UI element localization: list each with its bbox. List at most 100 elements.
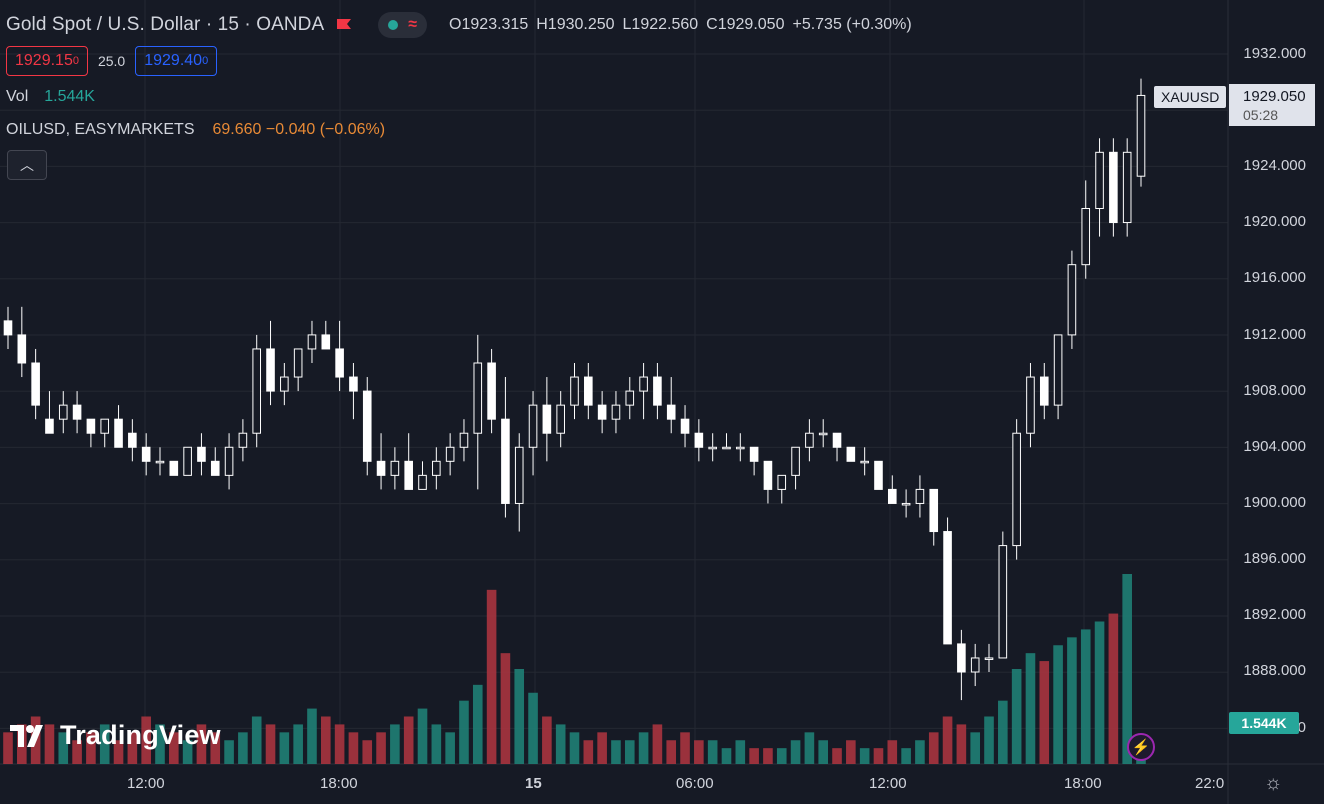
- volume-bar: [569, 732, 580, 764]
- candle: [570, 363, 579, 420]
- volume-bar: [224, 740, 234, 764]
- candle: [970, 643, 980, 687]
- bar-countdown: 05:28: [1243, 107, 1279, 123]
- volume-bar: [472, 684, 483, 764]
- sell-button[interactable]: 1929.15 0: [6, 46, 88, 76]
- candle: [611, 391, 621, 434]
- symbol-tag: XAUUSD: [1154, 86, 1227, 108]
- candle: [307, 320, 317, 363]
- volume-bar: [624, 740, 635, 764]
- candle: [901, 489, 911, 518]
- candle: [501, 377, 510, 518]
- candle: [542, 377, 552, 462]
- symbol-title[interactable]: Gold Spot / U.S. Dollar · 15 · OANDA: [6, 14, 325, 35]
- market-status-pill[interactable]: ≈: [378, 12, 428, 38]
- volume-bar: [500, 653, 511, 764]
- candle: [169, 460, 179, 476]
- volume-bar: [417, 708, 428, 764]
- volume-bar: [928, 732, 939, 764]
- open-value: O1923.315: [449, 16, 529, 33]
- candle: [376, 433, 386, 490]
- volume-bar: [3, 732, 13, 764]
- candle: [957, 629, 966, 701]
- candle: [597, 391, 607, 434]
- volume-bar: [279, 732, 290, 764]
- candle: [708, 433, 717, 462]
- volume-bar: [528, 692, 538, 764]
- volume-bar: [1108, 613, 1119, 764]
- last-price-value: 1929.050: [1243, 88, 1306, 105]
- volume-bar: [1122, 574, 1132, 764]
- price-tick-label: 1900.000: [1243, 494, 1306, 511]
- candle: [791, 446, 800, 490]
- candle: [1053, 334, 1063, 420]
- candle: [335, 320, 344, 392]
- tradingview-logo[interactable]: TradingView: [10, 720, 221, 751]
- volume-bar: [1011, 669, 1022, 764]
- candle: [1122, 138, 1132, 237]
- volume-bar: [113, 740, 124, 764]
- time-label: 18:00: [1064, 775, 1102, 792]
- chevron-up-icon: ︿: [20, 157, 34, 173]
- volume-bar: [431, 724, 442, 764]
- ohlc-values: O1923.315 H1930.250 L1922.560 C1929.050 …: [449, 16, 912, 34]
- volume-bar: [72, 740, 82, 764]
- volume-bar: [459, 700, 469, 764]
- candle: [984, 643, 994, 672]
- settings-gear-icon[interactable]: ☼: [1264, 772, 1283, 794]
- candle: [805, 419, 814, 462]
- candle: [943, 517, 952, 645]
- candle: [763, 460, 773, 504]
- volume-bar: [915, 740, 925, 764]
- market-open-dot-icon: [388, 20, 399, 30]
- volume-bar: [44, 724, 55, 764]
- volume-bar: [486, 589, 497, 764]
- volume-bar: [776, 748, 787, 764]
- candle: [141, 433, 151, 476]
- candle: [128, 419, 137, 462]
- buy-price-small: 0: [202, 55, 209, 67]
- last-price-label: 1929.050 05:28: [1229, 84, 1315, 126]
- candle: [556, 391, 565, 448]
- buy-button[interactable]: 1929.40 0: [135, 46, 218, 76]
- volume-bar: [638, 732, 649, 764]
- flag-icon[interactable]: [336, 18, 352, 32]
- candle: [432, 447, 441, 490]
- volume-bar: [182, 740, 193, 764]
- candle: [777, 474, 787, 504]
- candle: [915, 475, 925, 518]
- volume-bar: [58, 732, 69, 764]
- volume-bar: [583, 740, 594, 764]
- volume-bar: [901, 748, 911, 764]
- sell-price: 1929.15: [15, 52, 73, 69]
- price-tick-label: 1924.000: [1243, 157, 1306, 174]
- candle: [86, 418, 96, 448]
- compare-legend[interactable]: OILUSD, EASYMARKETS 69.660 −0.040 (−0.06…: [6, 121, 385, 139]
- volume-bar: [790, 740, 801, 764]
- volume-bar: [334, 724, 345, 764]
- candle: [722, 433, 731, 450]
- candle: [459, 419, 469, 462]
- volume-bar: [196, 724, 207, 764]
- change-value: +5.735 (+0.30%): [792, 16, 912, 33]
- price-tick-label: 1920.000: [1243, 213, 1306, 230]
- volume-bar: [846, 740, 856, 764]
- volume-bar: [998, 700, 1008, 764]
- candle: [31, 348, 40, 420]
- volume-bar: [763, 748, 773, 764]
- candle: [473, 334, 483, 490]
- candle: [1012, 419, 1021, 560]
- collapse-legend-button[interactable]: ︿: [7, 150, 47, 180]
- bolt-button[interactable]: ⚡: [1127, 733, 1155, 761]
- volume-bar: [970, 732, 980, 764]
- time-label: 12:00: [127, 775, 165, 792]
- price-tick-label: 1896.000: [1243, 550, 1306, 567]
- volume-bar: [348, 732, 359, 764]
- volume-legend[interactable]: Vol 1.544K: [6, 88, 95, 106]
- price-tick-label: 1904.000: [1243, 438, 1306, 455]
- volume-bar: [99, 724, 110, 764]
- candle: [1026, 363, 1035, 448]
- volume-tag: 1.544K: [1229, 712, 1299, 734]
- volume-bar: [956, 724, 967, 764]
